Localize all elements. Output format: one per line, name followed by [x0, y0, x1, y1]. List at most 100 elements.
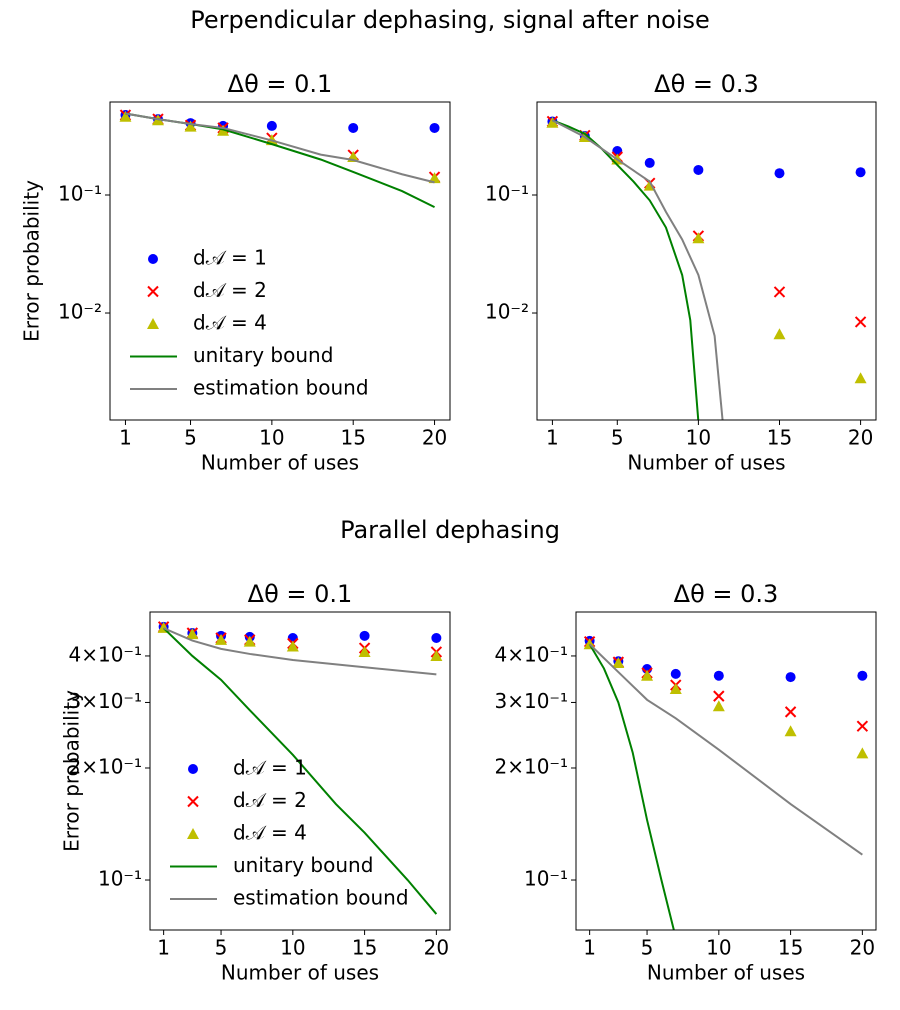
line	[588, 643, 863, 856]
y-tick-label: 10⁻²	[485, 300, 529, 324]
legend-label: d𝒜 = 1	[193, 246, 267, 270]
y-tick-label: 10⁻¹	[524, 867, 568, 891]
point	[785, 672, 796, 683]
point	[215, 633, 228, 645]
x-tick-label: 5	[611, 426, 624, 450]
point	[188, 764, 198, 774]
x-tick-label: 20	[848, 426, 873, 450]
x-tick-label: 5	[641, 936, 654, 960]
x-axis-label: Number of uses	[201, 451, 359, 475]
legend-label: d𝒜 = 4	[233, 821, 307, 845]
y-tick-label: 10⁻¹	[485, 182, 529, 206]
point	[358, 645, 371, 657]
point	[644, 157, 655, 168]
x-tick-label: 10	[706, 936, 731, 960]
x-tick-label: 5	[215, 936, 228, 960]
point	[359, 630, 370, 641]
y-axis-label: Error probability	[60, 690, 84, 852]
line	[552, 119, 700, 420]
chart-title: Δθ = 0.3	[654, 70, 759, 98]
plot-area	[119, 109, 441, 208]
point	[856, 747, 869, 759]
y-axis-label: Error probability	[20, 180, 44, 342]
legend-label: unitary bound	[193, 343, 333, 367]
x-axis-label: Number of uses	[221, 961, 379, 985]
y-tick-label: 10⁻¹	[98, 867, 142, 891]
legend-label: d𝒜 = 1	[233, 756, 307, 780]
axes-frame	[149, 611, 451, 931]
legend-label: estimation bound	[193, 376, 369, 400]
point	[348, 122, 359, 133]
x-tick-label: 1	[583, 936, 596, 960]
point	[429, 122, 440, 133]
y-tick-label: 2×10⁻¹	[494, 754, 568, 778]
point	[692, 232, 705, 244]
x-tick-label: 1	[119, 426, 132, 450]
point	[854, 316, 867, 328]
point	[856, 720, 869, 732]
line	[588, 643, 675, 930]
point	[184, 120, 197, 132]
point	[187, 828, 199, 839]
x-tick-label: 10	[259, 426, 284, 450]
x-tick-label: 20	[850, 936, 875, 960]
plot-area	[546, 115, 867, 420]
x-tick-label: 20	[424, 936, 449, 960]
legend-label: unitary bound	[233, 853, 373, 877]
point	[784, 725, 797, 737]
line	[162, 627, 438, 915]
line	[551, 119, 724, 420]
y-tick-label: 4×10⁻¹	[494, 642, 568, 666]
y-tick-label: 2×10⁻¹	[68, 754, 142, 778]
point	[773, 286, 786, 298]
x-tick-label: 15	[778, 936, 803, 960]
point	[641, 669, 654, 681]
x-tick-label: 15	[352, 936, 377, 960]
point	[546, 116, 559, 128]
y-tick-label: 4×10⁻¹	[68, 642, 142, 666]
x-tick-label: 20	[422, 426, 447, 450]
x-axis-label: Number of uses	[647, 961, 805, 985]
point	[713, 690, 725, 702]
line	[163, 627, 437, 676]
chart-title: Δθ = 0.3	[674, 580, 779, 608]
point	[854, 372, 867, 384]
legend-label: d𝒜 = 2	[193, 278, 267, 302]
point	[855, 167, 866, 178]
axes-frame	[575, 611, 877, 931]
legend-label: estimation bound	[233, 886, 409, 910]
suptitle: Parallel dephasing	[340, 516, 560, 544]
x-tick-label: 1	[546, 426, 559, 450]
suptitle: Perpendicular dephasing, signal after no…	[190, 6, 710, 34]
x-tick-label: 5	[184, 426, 197, 450]
line	[125, 112, 435, 208]
point	[670, 668, 681, 679]
point	[612, 656, 625, 668]
point	[784, 706, 797, 718]
point	[148, 254, 158, 264]
plot-area	[583, 635, 869, 930]
y-tick-label: 10⁻²	[58, 300, 102, 324]
x-tick-label: 15	[340, 426, 365, 450]
x-tick-label: 15	[767, 426, 792, 450]
point	[857, 670, 868, 681]
point	[119, 110, 132, 122]
y-tick-label: 3×10⁻¹	[494, 689, 568, 713]
point	[266, 120, 277, 131]
point	[187, 795, 199, 808]
y-tick-label: 3×10⁻¹	[68, 689, 142, 713]
point	[428, 172, 441, 184]
point	[286, 640, 299, 652]
point	[430, 649, 443, 661]
axes-frame	[109, 101, 451, 421]
legend-label: d𝒜 = 4	[193, 311, 267, 335]
chart-title: Δθ = 0.1	[228, 70, 333, 98]
legend-label: d𝒜 = 2	[233, 788, 307, 812]
point	[147, 318, 159, 329]
x-axis-label: Number of uses	[627, 451, 785, 475]
point	[147, 285, 159, 298]
point	[693, 164, 704, 175]
point	[712, 700, 725, 712]
